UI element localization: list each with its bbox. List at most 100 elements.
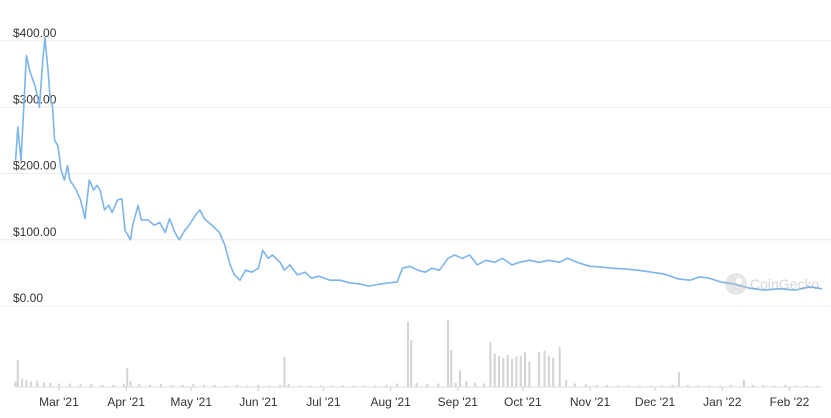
volume-bar [528,361,531,387]
volume-bar [474,382,477,387]
volume-bar [595,384,598,387]
volume-bar [90,384,93,387]
volume-bar [697,385,700,387]
volume-bar [396,383,399,387]
volume-bar [159,384,162,387]
volume-bar [502,357,505,387]
volume-bar [16,359,19,387]
volume-bar [606,384,609,387]
volume-bar [138,384,141,387]
volume-bar [511,359,514,387]
volume-bar [816,385,819,387]
volume-bar [719,385,722,387]
volume-bar [149,384,151,387]
volume-bar [224,385,227,387]
volume-bar [784,384,787,387]
watermark-text: CoinGecko [750,276,819,292]
volume-bar [794,385,797,387]
x-tick-label: Dec '21 [635,395,676,409]
volume-bar [573,383,576,387]
volume-bar [29,381,32,387]
volume-bar [181,384,184,387]
x-tick-label: Apr '21 [107,395,145,409]
volume-bar [447,319,450,387]
x-tick-label: Mar '21 [39,395,79,409]
y-tick-label: $400.00 [13,26,57,40]
x-tick-label: Aug '21 [370,395,411,409]
x-tick-label: Jan '22 [703,395,742,409]
volume-bar [25,380,28,387]
volume-bar [283,356,286,387]
volume-bar [192,384,195,387]
y-tick-label: $100.00 [13,225,57,239]
volume-bar [279,384,282,387]
watermark-logo [725,273,747,295]
volume-bar [762,384,765,387]
volume-bar [287,384,290,387]
volume-bar [454,382,457,387]
volume-bar [524,352,527,387]
volume-bar [406,321,409,387]
volume-bar [805,385,808,387]
y-tick-label: $200.00 [13,159,57,173]
volume-bar [68,383,71,387]
volume-bar [558,347,561,387]
volume-bar [547,355,550,387]
volume-bar [49,382,52,387]
volume-bar [493,353,496,387]
volume-bar [101,384,104,387]
volume-bar [21,378,24,387]
volume-bar [708,385,711,387]
volume-bar [320,385,323,387]
volume-bar [584,384,587,387]
volume-bar [671,384,674,387]
y-tick-label: $0.00 [13,291,43,305]
volume-bar [352,385,355,387]
volume-bar [36,380,39,387]
x-tick-label: Jun '21 [239,395,278,409]
volume-bar [363,385,366,387]
volume-bar [126,368,129,387]
volume-bar [426,384,429,387]
volume-bar [565,380,568,387]
volume-bar [57,383,60,387]
volume-bar [203,384,206,387]
volume-bar [79,384,82,387]
volume-bar [385,384,388,387]
volume-bar [129,381,132,387]
x-tick-label: Sep '21 [438,395,479,409]
volume-bar [506,354,509,387]
volume-bar [649,385,652,387]
volume-bar [246,385,249,387]
volume-bar [214,384,217,387]
volume-bar [617,385,620,387]
volume-bar [122,384,125,387]
volume-bar [437,383,440,387]
volume-bar [543,350,546,387]
volume-bar [686,384,689,387]
volume-bar [489,342,492,387]
watermark-logo-eye [736,278,742,284]
volume-bar [331,385,334,387]
volume-bar [498,356,501,387]
volume-bar [742,380,745,387]
volume-bar [519,356,522,387]
volume-bar [638,385,641,387]
volume-bar [450,349,453,387]
volume-bar [309,385,312,387]
volume-bar [677,372,680,387]
volume-bar [729,384,732,387]
volume-bar [465,381,468,387]
x-tick-label: Jul '21 [306,395,341,409]
volume-bar [298,385,301,387]
volume-bar [660,385,663,387]
volume-bar [515,356,518,387]
x-tick-label: May '21 [170,395,212,409]
volume-bar [415,382,418,387]
x-tick-label: Nov '21 [570,395,611,409]
volume-bar [14,381,17,387]
volume-bar [268,385,271,387]
volume-bar [773,385,776,387]
